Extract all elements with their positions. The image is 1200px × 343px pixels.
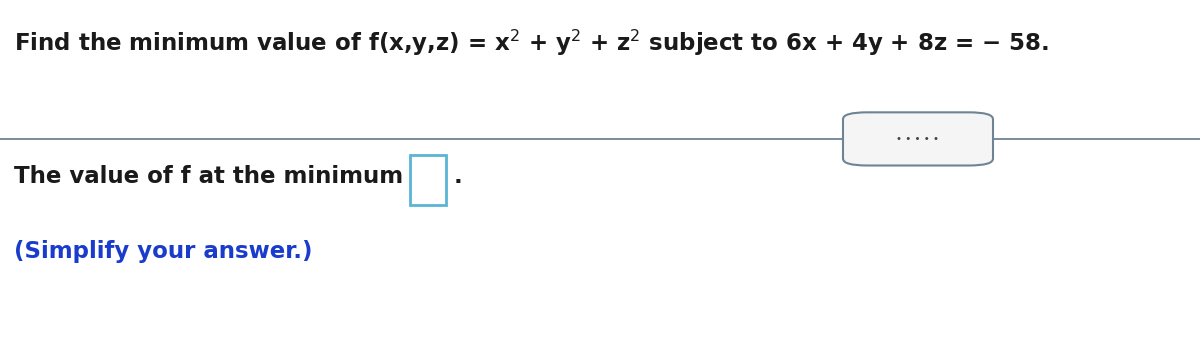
Text: • • • • •: • • • • • (896, 134, 940, 144)
Text: Find the minimum value of f(x,y,z) = x$^{2}$ + y$^{2}$ + z$^{2}$ subject to 6x +: Find the minimum value of f(x,y,z) = x$^… (14, 27, 1049, 58)
FancyBboxPatch shape (410, 155, 446, 205)
Text: (Simplify your answer.): (Simplify your answer.) (14, 240, 313, 263)
Text: The value of f at the minimum is: The value of f at the minimum is (14, 165, 433, 188)
Text: .: . (454, 165, 462, 188)
FancyBboxPatch shape (842, 113, 994, 166)
